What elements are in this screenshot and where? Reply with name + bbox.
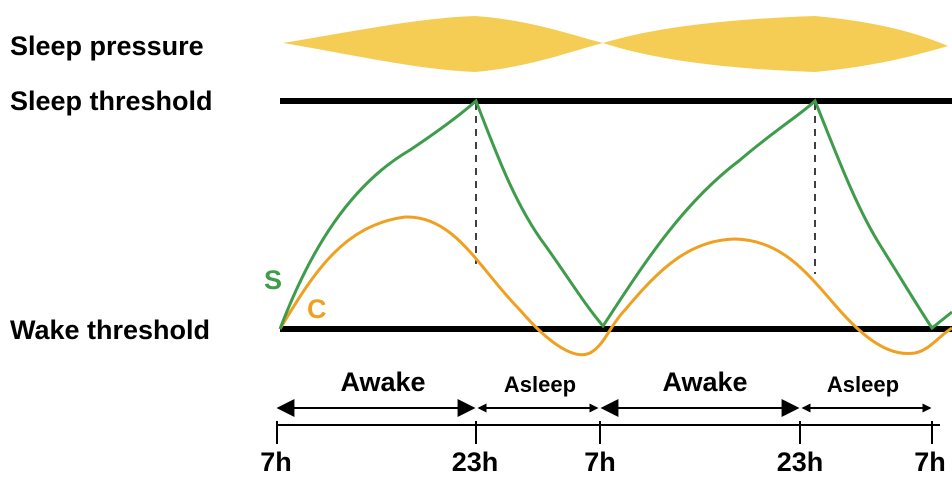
state-awake-1: Awake xyxy=(340,367,425,397)
state-asleep-2: Asleep xyxy=(827,372,899,397)
s-curve xyxy=(278,98,952,331)
c-curve-label: C xyxy=(307,294,327,324)
sleep-threshold-label: Sleep threshold xyxy=(10,86,213,116)
wake-threshold-label: Wake threshold xyxy=(10,315,210,345)
sleep-pressure-label: Sleep pressure xyxy=(10,31,204,61)
tick-label-1: 7h xyxy=(260,447,292,477)
s-curve-label: S xyxy=(264,265,282,295)
sleep-pressure-band xyxy=(283,16,948,72)
tick-label-3: 7h xyxy=(584,447,616,477)
tick-label-4: 23h xyxy=(777,447,824,477)
c-curve xyxy=(278,215,952,357)
state-asleep-1: Asleep xyxy=(504,372,576,397)
state-awake-2: Awake xyxy=(662,367,747,397)
tick-label-2: 23h xyxy=(452,447,499,477)
tick-label-5: 7h xyxy=(914,447,946,477)
